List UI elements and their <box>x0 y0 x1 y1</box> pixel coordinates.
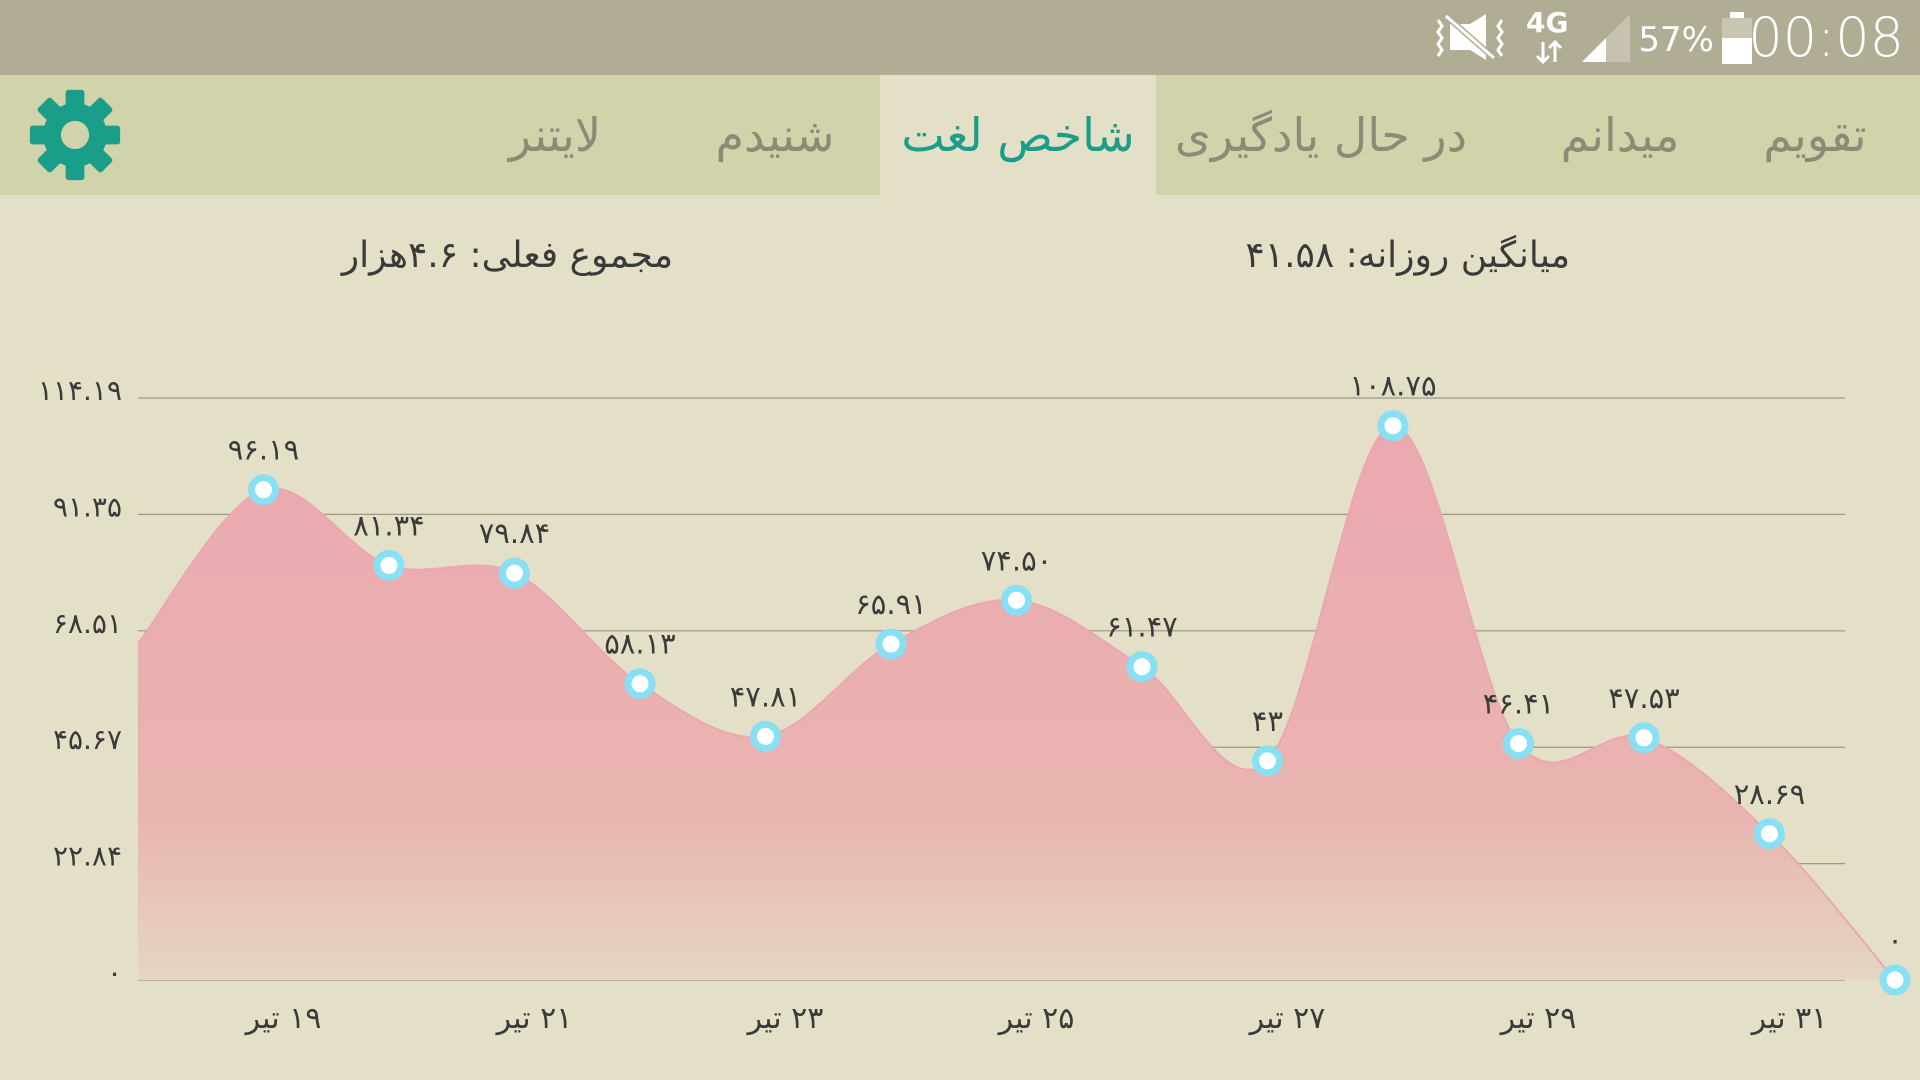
data-point[interactable] <box>499 557 530 589</box>
network-type-label: 4G <box>1526 6 1569 39</box>
tab-leitner[interactable]: لایتنر <box>508 108 602 162</box>
data-point[interactable] <box>1879 964 1911 996</box>
y-tick-label: ۹۱.۳۵ <box>53 490 122 523</box>
data-value-label: ۶۵.۹۱ <box>855 587 927 621</box>
data-value-label: ۴۶.۴۱ <box>1483 686 1555 720</box>
y-tick-label: ۲۲.۸۴ <box>53 840 122 873</box>
mute-vibrate-icon <box>1436 13 1504 61</box>
y-tick-label: ۶۸.۵۱ <box>53 607 122 640</box>
x-tick-label: ۲۵ تیر <box>997 1001 1075 1036</box>
x-tick-label: ۳۱ تیر <box>1750 1001 1828 1036</box>
data-point[interactable] <box>875 628 907 660</box>
data-point[interactable] <box>624 668 656 700</box>
data-point[interactable] <box>1754 818 1785 850</box>
current-total-label: مجموع فعلی: ۴.۶هزار <box>341 235 673 276</box>
data-value-label: ۴۷.۵۳ <box>1608 681 1680 715</box>
tab-calendar[interactable]: تقویم <box>1763 108 1867 162</box>
data-point[interactable] <box>1252 745 1283 777</box>
x-tick-label: ۲۳ تیر <box>746 1001 824 1036</box>
status-clock: 00:08 <box>1748 6 1904 69</box>
data-point[interactable] <box>1377 410 1409 442</box>
battery-icon <box>1722 12 1752 64</box>
data-value-label: ۴۷.۸۱ <box>730 679 802 713</box>
data-value-label: ۷۹.۸۴ <box>479 516 551 550</box>
y-tick-label: ۱۱۴.۱۹ <box>38 374 122 407</box>
x-tick-label: ۱۹ تیر <box>244 1001 322 1036</box>
data-value-label: ۲۸.۶۹ <box>1734 777 1806 811</box>
tab-learning[interactable]: در حال یادگیری <box>1174 108 1468 162</box>
data-point[interactable] <box>373 549 405 581</box>
tab-word-index[interactable]: شاخص لغت <box>880 75 1156 195</box>
signal-icon <box>1582 14 1630 62</box>
data-value-label: ۰ <box>1887 923 1903 957</box>
x-tick-label: ۲۷ تیر <box>1248 1001 1326 1036</box>
tab-bar: تقویم میدانم در حال یادگیری شاخص لغت شنی… <box>0 75 1920 195</box>
battery-percent: 57% <box>1638 20 1714 60</box>
status-bar: 4G 57% 00:08 <box>0 0 1920 75</box>
data-point[interactable] <box>750 720 781 752</box>
series-line <box>137 424 1896 981</box>
tab-heard[interactable]: شنیدم <box>715 108 835 162</box>
data-value-label: ۱۰۸.۷۵ <box>1349 369 1436 403</box>
data-value-label: ۶۱.۴۷ <box>1106 610 1178 644</box>
y-tick-label: ۰ <box>107 956 122 989</box>
data-value-label: ۴۳ <box>1252 704 1283 738</box>
data-value-label: ۵۸.۱۳ <box>604 627 676 661</box>
x-tick-label: ۲۱ تیر <box>495 1001 573 1036</box>
data-point[interactable] <box>1126 651 1158 683</box>
data-point[interactable] <box>1503 727 1534 759</box>
data-value-label: ۹۶.۱۹ <box>228 433 300 467</box>
word-index-chart: ۰ ۲۲.۸۴ ۴۵.۶۷ ۶۸.۵۱ ۹۱.۳۵ ۱۱۴.۱۹ ۱۹ تیر ۲۱ تیر… <box>38 369 1911 1036</box>
y-tick-label: ۴۵.۶۷ <box>53 723 122 756</box>
data-point[interactable] <box>1628 722 1660 754</box>
data-point[interactable] <box>248 474 279 506</box>
x-tick-label: ۲۹ تیر <box>1499 1001 1577 1036</box>
daily-average-label: میانگین روزانه: ۴۱.۵۸ <box>1245 235 1570 276</box>
data-value-label: ۸۱.۳۴ <box>353 508 425 542</box>
tab-known[interactable]: میدانم <box>1560 108 1680 162</box>
data-point[interactable] <box>1001 584 1032 616</box>
data-arrows-icon <box>1535 40 1563 64</box>
gear-icon[interactable] <box>28 88 122 182</box>
data-value-label: ۷۴.۵۰ <box>981 543 1053 577</box>
